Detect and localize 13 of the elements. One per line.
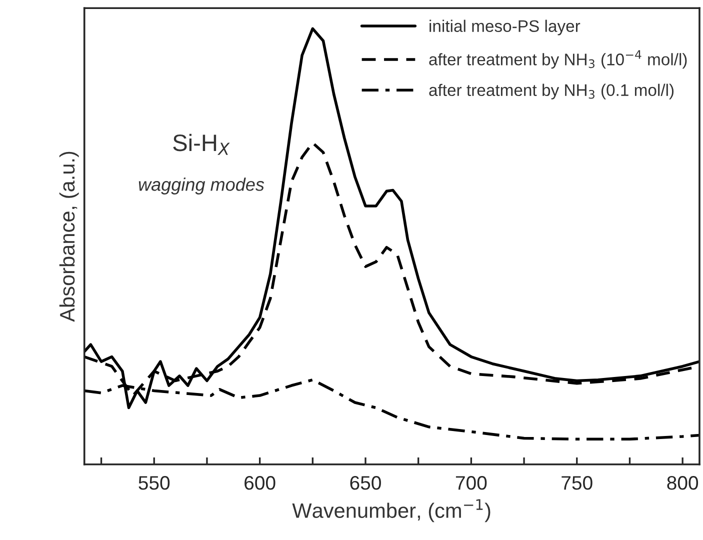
x-tick-label: 600 <box>244 476 276 490</box>
x-tick-label: 650 <box>350 476 381 490</box>
x-axis-title: Wavenumber, (cm$^{−1}$) <box>292 499 490 522</box>
x-tick-label: 700 <box>456 476 487 490</box>
annotation: Si-H$_{X}$ <box>173 134 230 155</box>
x-tick-label: 550 <box>138 476 170 490</box>
y-axis-title: Absorbance, (a.u.) <box>59 152 79 322</box>
legend-label: initial meso-PS layer <box>430 20 580 36</box>
legend-label: after treatment by NH$_{3}$ (10$^{−4}$ mol/l) <box>429 50 687 69</box>
x-tick-label: 800 <box>667 476 698 490</box>
annotation: wagging modes <box>138 178 264 194</box>
legend-label: after treatment by NH$_{3}$ (0.1 mol/l) <box>429 84 674 100</box>
x-tick-label: 750 <box>562 476 592 490</box>
